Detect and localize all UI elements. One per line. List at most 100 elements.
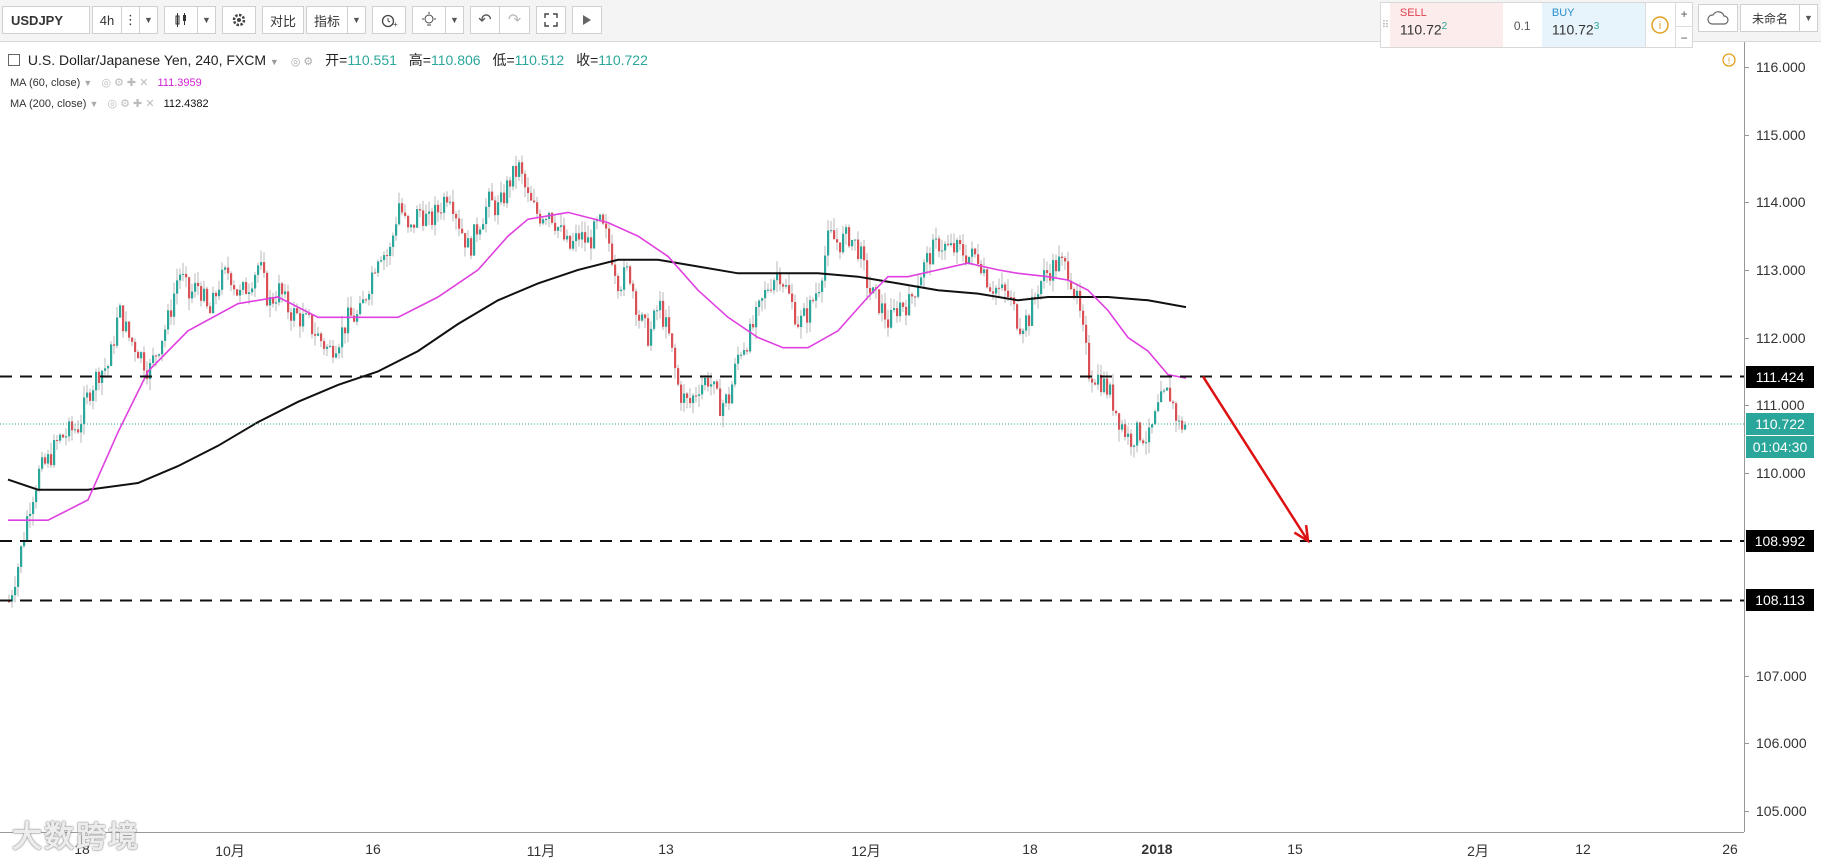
plus-icon[interactable]: + xyxy=(1680,7,1688,21)
minus-icon[interactable]: − xyxy=(1676,26,1692,49)
visibility-icon[interactable]: ◎ ⚙ xyxy=(290,56,314,68)
candle xyxy=(428,201,431,226)
time-tick-label: 16 xyxy=(365,841,381,857)
candle xyxy=(338,343,341,359)
price-axis[interactable] xyxy=(1744,42,1821,832)
candle xyxy=(602,213,605,226)
candle xyxy=(749,318,752,354)
close-label: 收= xyxy=(576,52,599,68)
candle xyxy=(419,203,422,218)
candle xyxy=(986,267,989,289)
symbol-search-input[interactable]: USDJPY xyxy=(2,6,90,34)
candle xyxy=(65,428,68,446)
collapse-icon[interactable] xyxy=(8,54,20,66)
candle xyxy=(83,386,86,435)
candle xyxy=(560,213,563,232)
candle xyxy=(878,289,881,316)
gear-icon[interactable] xyxy=(222,6,256,34)
warning-icon[interactable]: ! xyxy=(1722,53,1736,70)
chevron-down-icon[interactable]: ▼ xyxy=(140,6,158,34)
candle-style-icon[interactable] xyxy=(164,6,198,34)
candle xyxy=(671,333,674,352)
candle xyxy=(503,184,506,207)
candle xyxy=(500,181,503,206)
price-tick-mark xyxy=(1744,269,1749,271)
candle xyxy=(152,347,155,367)
ma200-line xyxy=(7,258,1187,491)
alert-clock-icon[interactable]: + xyxy=(372,6,406,34)
candle xyxy=(47,449,50,468)
candle xyxy=(1127,426,1130,445)
candle xyxy=(893,299,896,313)
ma-settings-icons[interactable]: ◎ ⚙ ✚ ✕ xyxy=(107,98,155,110)
candle xyxy=(461,218,464,235)
chevron-down-icon[interactable]: ▼ xyxy=(446,6,464,34)
candle xyxy=(980,259,983,275)
candle xyxy=(581,221,584,249)
candle xyxy=(389,242,392,265)
redo-icon[interactable]: ↷ xyxy=(500,6,530,34)
drag-handle-icon[interactable]: ⠿ xyxy=(1381,20,1390,31)
candle xyxy=(881,294,884,322)
candle xyxy=(92,385,95,410)
open-value: 110.551 xyxy=(347,52,397,68)
info-icon[interactable]: i xyxy=(1644,3,1676,47)
ma60-line xyxy=(8,211,1187,521)
candle xyxy=(404,204,407,219)
candle xyxy=(134,338,137,362)
candle xyxy=(74,423,77,434)
candle xyxy=(341,315,344,358)
candle xyxy=(977,244,980,268)
high-value: 110.806 xyxy=(430,52,481,68)
price-tick-label: 114.000 xyxy=(1756,194,1806,211)
candle xyxy=(509,176,512,198)
play-icon[interactable] xyxy=(572,6,602,34)
layout-name-button[interactable]: 未命名 xyxy=(1740,4,1800,32)
candle xyxy=(908,284,911,317)
ma-settings-icons[interactable]: ◎ ⚙ ✚ ✕ xyxy=(101,77,149,89)
candle xyxy=(752,315,755,331)
sell-button[interactable]: SELL 110.722 xyxy=(1389,3,1503,47)
fullscreen-icon[interactable] xyxy=(536,6,566,34)
time-tick-label: 2018 xyxy=(1141,841,1173,857)
candle xyxy=(44,453,47,466)
candle xyxy=(125,311,128,333)
candle xyxy=(1103,371,1106,394)
price-chart[interactable] xyxy=(0,42,1744,832)
lightbulb-icon[interactable] xyxy=(412,6,446,34)
indicators-button[interactable]: 指标 xyxy=(306,6,348,34)
ma200-label: MA (200, close) xyxy=(10,98,87,110)
chevron-down-icon[interactable]: ▼ xyxy=(83,78,93,88)
candle xyxy=(563,217,566,242)
buy-button[interactable]: BUY 110.723 xyxy=(1541,3,1645,47)
candle xyxy=(554,215,557,235)
candle xyxy=(650,321,653,351)
candle xyxy=(320,331,323,348)
interval-button[interactable]: 4h xyxy=(92,6,122,34)
candle xyxy=(149,358,152,391)
candle xyxy=(185,266,188,288)
compare-button[interactable]: 对比 xyxy=(262,6,304,34)
chevron-down-icon[interactable]: ▼ xyxy=(198,6,216,34)
chevron-down-icon[interactable]: ▼ xyxy=(348,6,366,34)
cloud-save-icon[interactable] xyxy=(1698,4,1738,32)
candle xyxy=(1088,334,1091,382)
chevron-down-icon[interactable]: ▼ xyxy=(269,57,279,67)
candle xyxy=(746,347,749,355)
candle xyxy=(662,291,665,331)
candle xyxy=(731,381,734,404)
undo-icon[interactable]: ↶ xyxy=(470,6,500,34)
candle xyxy=(854,239,857,251)
interval-menu-icon[interactable]: ⋮ xyxy=(122,6,140,34)
price-tick-label: 107.000 xyxy=(1756,667,1807,684)
chevron-down-icon[interactable]: ▼ xyxy=(1800,4,1818,32)
price-tick-label: 113.000 xyxy=(1756,261,1806,278)
candle xyxy=(551,211,554,225)
candle xyxy=(101,369,104,396)
candle xyxy=(221,262,224,295)
candle xyxy=(155,354,158,367)
candle xyxy=(737,346,740,371)
candle xyxy=(803,303,806,317)
chevron-down-icon[interactable]: ▼ xyxy=(89,99,99,109)
time-axis[interactable] xyxy=(0,832,1744,867)
